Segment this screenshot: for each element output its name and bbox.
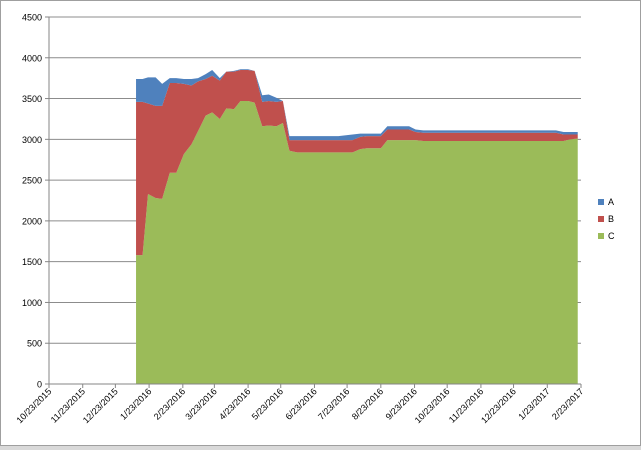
legend-label-C: C xyxy=(608,231,615,241)
legend-swatch-A xyxy=(598,199,604,205)
x-tick-label-15: 1/23/2017 xyxy=(516,386,551,421)
y-tick-labels: 0 500 1000 1500 2000 2500 3000 3500 4000 4500 xyxy=(22,13,49,390)
y-tick-label-2500: 2500 xyxy=(22,176,42,186)
x-tick-label-9: 7/23/2016 xyxy=(316,386,351,421)
y-tick-label-0: 0 xyxy=(37,380,42,390)
y-tick-label-3500: 3500 xyxy=(22,94,42,104)
x-tick-labels: 10/23/201511/23/201512/23/20151/23/20162… xyxy=(14,384,585,425)
legend-label-A: A xyxy=(608,197,614,207)
legend-label-B: B xyxy=(608,214,614,224)
area-series-B xyxy=(136,70,578,256)
x-tick-label-2: 12/23/2015 xyxy=(81,386,120,425)
x-tick-label-16: 2/23/2017 xyxy=(550,386,585,421)
x-tick-label-8: 6/23/2016 xyxy=(283,386,318,421)
x-tick-label-4: 2/23/2016 xyxy=(152,386,187,421)
y-tick-label-500: 500 xyxy=(27,339,42,349)
x-tick-label-10: 8/23/2016 xyxy=(350,386,385,421)
axes xyxy=(48,17,581,385)
y-tick-label-4500: 4500 xyxy=(22,13,42,23)
x-tick-label-6: 4/23/2016 xyxy=(217,386,252,421)
x-tick-label-5: 3/23/2016 xyxy=(183,386,218,421)
legend-swatch-C xyxy=(598,233,604,239)
y-tick-label-1500: 1500 xyxy=(22,257,42,267)
legend: ABC xyxy=(598,197,615,241)
y-tick-label-4000: 4000 xyxy=(22,53,42,63)
legend-swatch-B xyxy=(598,216,604,222)
x-tick-label-0: 10/23/2015 xyxy=(14,386,53,425)
x-tick-label-14: 12/23/2016 xyxy=(479,386,518,425)
y-tick-label-1000: 1000 xyxy=(22,298,42,308)
areas xyxy=(136,69,578,384)
area-series-C xyxy=(136,101,578,384)
y-tick-label-2000: 2000 xyxy=(22,216,42,226)
y-tick-label-3000: 3000 xyxy=(22,135,42,145)
x-tick-label-7: 5/23/2016 xyxy=(250,386,285,421)
x-tick-label-12: 10/23/2016 xyxy=(413,386,452,425)
x-tick-label-3: 1/23/2016 xyxy=(118,386,153,421)
